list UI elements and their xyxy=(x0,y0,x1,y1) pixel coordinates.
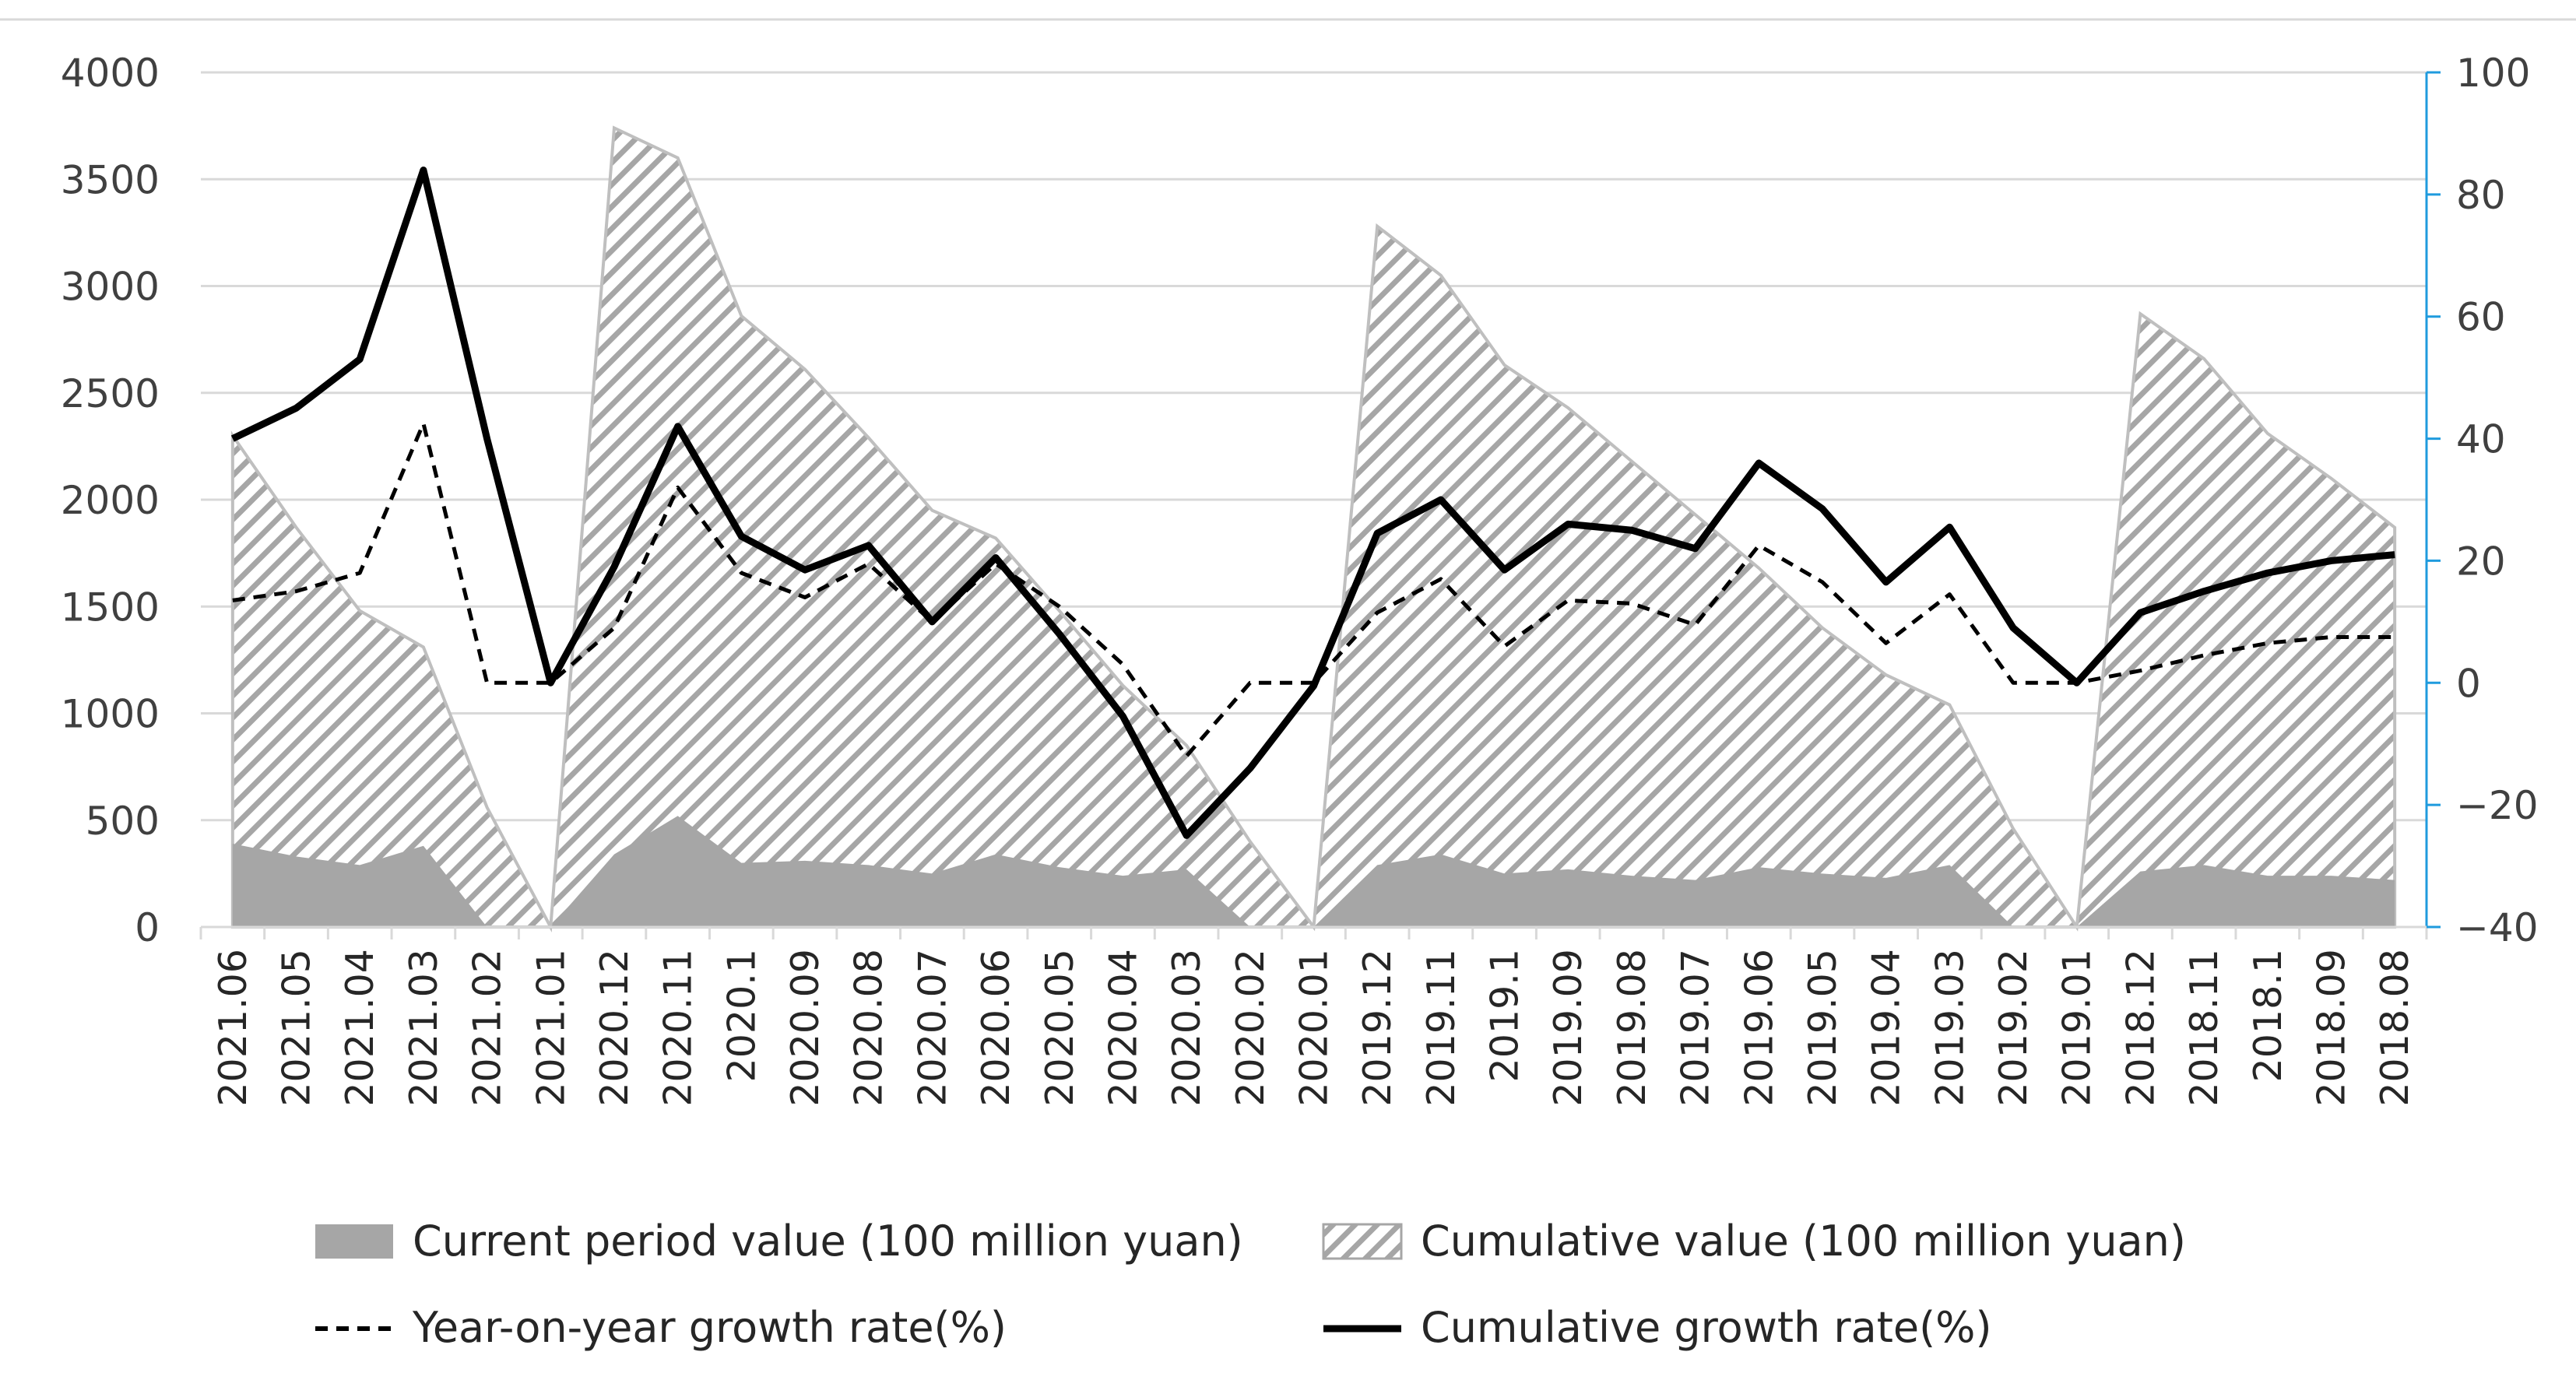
legend: Current period value (100 million yuan) … xyxy=(315,1217,2186,1352)
category-label: 2020.11 xyxy=(656,949,701,1107)
category-label: 2021.05 xyxy=(275,949,319,1107)
category-label: 2018.12 xyxy=(2118,949,2163,1107)
legend-swatch-current-period xyxy=(315,1224,393,1259)
left-tick-label: 4000 xyxy=(61,51,160,96)
category-label: 2020.05 xyxy=(1038,949,1082,1107)
legend-label-cumulative-growth: Cumulative growth rate(%) xyxy=(1421,1303,1992,1352)
legend-swatch-cumulative-value xyxy=(1322,1223,1403,1260)
right-tick-label: 80 xyxy=(2456,173,2506,218)
left-tick-label: 1500 xyxy=(61,585,160,630)
right-axis-ticks: −40 −20 0 20 40 60 80 100 xyxy=(2427,51,2539,950)
category-label: 2019.12 xyxy=(1355,949,1400,1107)
category-label: 2019.04 xyxy=(1864,949,1909,1107)
category-label: 2020.01 xyxy=(1292,949,1337,1107)
left-tick-label: 3000 xyxy=(61,265,160,310)
left-tick-label: 3500 xyxy=(61,157,160,202)
right-tick-label: −20 xyxy=(2456,783,2539,828)
category-label: 2019.05 xyxy=(1801,949,1845,1107)
category-label: 2019.09 xyxy=(1546,949,1590,1107)
category-axis-labels: 2021.06 2021.05 2021.04 2021.03 2021.02 2021.… xyxy=(211,949,2417,1107)
yoy-growth-line xyxy=(232,421,2395,758)
legend-label-current-period: Current period value (100 million yuan) xyxy=(413,1217,1243,1266)
area-series xyxy=(230,125,2397,932)
category-label: 2019.08 xyxy=(1610,949,1654,1107)
line-series xyxy=(230,166,2395,839)
category-label: 2018.11 xyxy=(2182,949,2226,1107)
category-label: 2020.04 xyxy=(1101,949,1145,1107)
right-tick-label: −40 xyxy=(2456,905,2539,950)
left-tick-label: 500 xyxy=(86,799,160,844)
category-label: 2021.02 xyxy=(466,949,510,1107)
gridlines xyxy=(201,71,2427,822)
left-tick-label: 1000 xyxy=(61,692,160,737)
category-label: 2020.12 xyxy=(592,949,637,1107)
category-label: 2020.06 xyxy=(974,949,1018,1107)
current-period-value-area xyxy=(232,816,2395,927)
left-tick-label: 2500 xyxy=(61,371,160,416)
right-tick-label: 60 xyxy=(2456,295,2506,340)
category-label: 2021.01 xyxy=(529,949,573,1107)
category-label: 2019.02 xyxy=(1991,949,2036,1107)
right-tick-label: 40 xyxy=(2456,417,2506,462)
category-label: 2020.1 xyxy=(719,949,764,1082)
legend-label-cumulative-value: Cumulative value (100 million yuan) xyxy=(1421,1217,2186,1266)
category-label: 2020.02 xyxy=(1228,949,1273,1107)
cumulative-value-area xyxy=(230,125,2397,932)
category-label: 2018.09 xyxy=(2309,949,2353,1107)
right-tick-label: 100 xyxy=(2456,51,2530,96)
category-label: 2019.06 xyxy=(1737,949,1781,1107)
category-label: 2021.06 xyxy=(211,949,255,1107)
left-tick-label: 0 xyxy=(135,905,160,950)
category-label: 2020.09 xyxy=(783,949,828,1107)
category-label: 2019.03 xyxy=(1928,949,1972,1107)
cumulative-growth-line xyxy=(230,166,2395,839)
left-axis-ticks: 0 500 1000 1500 2000 2500 3000 3500 4000 xyxy=(61,51,160,950)
category-label: 2019.1 xyxy=(1483,949,1527,1082)
legend-label-yoy-growth: Year-on-year growth rate(%) xyxy=(412,1303,1007,1352)
category-label: 2021.03 xyxy=(402,949,446,1107)
left-tick-label: 2000 xyxy=(61,478,160,523)
category-label: 2020.08 xyxy=(847,949,891,1107)
category-label: 2020.07 xyxy=(910,949,954,1107)
category-label: 2018.1 xyxy=(2246,949,2290,1082)
right-tick-label: 0 xyxy=(2456,661,2481,706)
category-label: 2019.07 xyxy=(1674,949,1718,1107)
category-label: 2019.11 xyxy=(1419,949,1464,1107)
category-label: 2018.08 xyxy=(2373,949,2417,1107)
category-label: 2020.03 xyxy=(1165,949,1209,1107)
right-tick-label: 20 xyxy=(2456,539,2506,584)
axes xyxy=(0,18,2576,939)
category-label: 2021.04 xyxy=(338,949,382,1107)
category-label: 2019.01 xyxy=(2055,949,2100,1107)
